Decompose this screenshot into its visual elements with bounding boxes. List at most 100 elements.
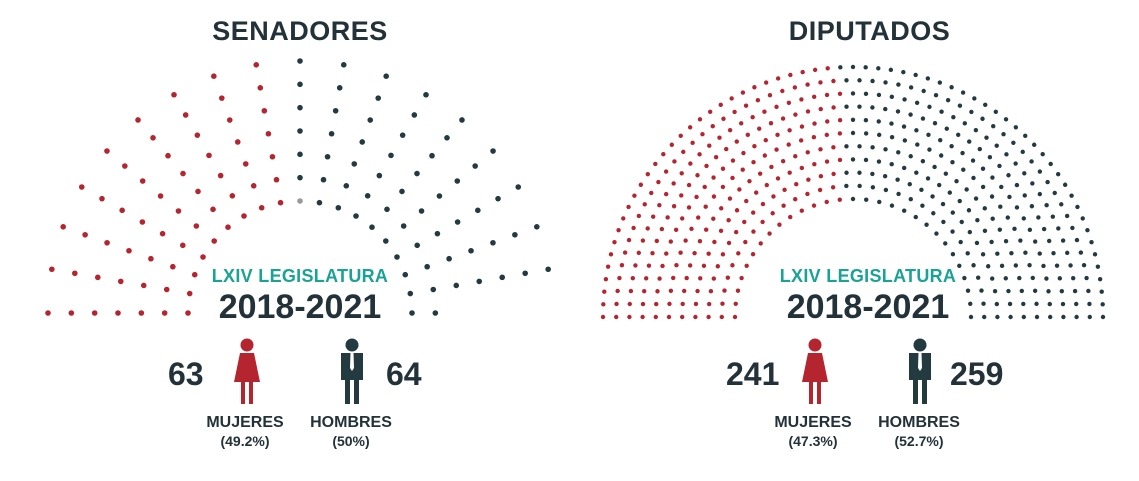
seat-dot-mujeres [750, 114, 755, 120]
seat-dot-hombres [888, 67, 894, 73]
seat-dot-mujeres [668, 239, 674, 244]
seat-dot-mujeres [719, 314, 724, 320]
seat-dot-hombres [838, 65, 843, 70]
seat-dot-hombres [411, 112, 418, 118]
seat-dot-mujeres [663, 169, 669, 174]
seat-dot-mujeres [711, 276, 716, 281]
seat-dot-hombres [914, 100, 920, 105]
seat-dot-mujeres [667, 301, 672, 307]
seat-dot-hombres [1047, 301, 1052, 307]
seat-dot-hombres [938, 137, 943, 143]
seat-dot-hombres [432, 310, 439, 316]
seat-dot-hombres [883, 106, 888, 112]
seat-dot-mujeres [273, 176, 280, 183]
seat-dot-mujeres [733, 229, 739, 235]
seat-dot-mujeres [614, 301, 619, 307]
seat-dot-mujeres [49, 266, 55, 273]
seat-dot-hombres [459, 117, 465, 123]
seat-dot-hombres [1092, 252, 1098, 257]
seat-dot-hombres [999, 184, 1004, 190]
seat-dot-hombres [1022, 193, 1027, 198]
seat-dot-hombres [343, 183, 350, 189]
seat-dot-hombres [1078, 250, 1084, 255]
seat-dot-mujeres [225, 224, 231, 230]
seat-dot-hombres [423, 91, 429, 98]
seat-dot-hombres [394, 254, 400, 260]
seat-dot-hombres [476, 278, 483, 285]
seat-dot-hombres [490, 239, 496, 246]
seat-dot-hombres [1095, 264, 1101, 269]
seat-dot-hombres [430, 286, 437, 293]
seat-dot-mujeres [831, 105, 836, 110]
period-label: 2018-2021 [786, 288, 950, 326]
seat-dot-mujeres [682, 288, 687, 294]
seat-dot-mujeres [775, 76, 781, 81]
seat-dot-hombres [914, 170, 919, 175]
seat-dot-mujeres [643, 276, 649, 281]
seat-dot-hombres [1014, 182, 1020, 188]
seat-dot-hombres [968, 314, 974, 320]
seat-dot-mujeres [657, 276, 662, 281]
seat-dot-mujeres [646, 263, 652, 268]
seat-dot-hombres [863, 65, 868, 70]
seat-dot-hombres [981, 301, 986, 306]
seat-dot-hombres [1027, 262, 1032, 268]
seat-dot-hombres [889, 203, 895, 208]
seat-dot-mujeres [627, 301, 632, 307]
seat-dot-hombres [850, 64, 856, 70]
seat-dot-mujeres [786, 142, 791, 147]
chart-title: DIPUTADOS [788, 16, 951, 46]
seat-dot-mujeres [775, 132, 780, 138]
seat-dot-hombres [940, 201, 946, 207]
seat-dot-hombres [1059, 288, 1065, 294]
seat-dot-hombres [844, 78, 849, 83]
senadores-panel: SENADORES LXIV LEGISLATURA 2018-2021 63 … [45, 16, 551, 449]
seat-dot-mujeres [680, 216, 685, 221]
women-label: MUJERES (49.2%) [206, 414, 284, 449]
seat-dot-mujeres [641, 288, 647, 294]
seat-dot-mujeres [627, 314, 632, 320]
seat-dot-mujeres [837, 118, 843, 123]
seat-dot-hombres [407, 290, 414, 297]
seat-dot-mujeres [686, 205, 692, 210]
seat-dot-mujeres [818, 147, 823, 152]
seat-dot-mujeres [148, 255, 154, 262]
seat-dot-mujeres [704, 163, 709, 169]
seat-dot-hombres [1032, 239, 1038, 244]
diputados-hemicycle [600, 64, 1106, 320]
seat-dot-mujeres [640, 314, 645, 320]
seat-dot-hombres [926, 132, 931, 138]
seat-dot-hombres [1080, 216, 1085, 221]
seat-dot-hombres [994, 143, 999, 148]
seat-dot-hombres [335, 204, 342, 211]
seat-dot-hombres [974, 240, 980, 246]
seat-dot-hombres [1056, 226, 1061, 231]
seat-dot-hombres [908, 154, 913, 159]
seat-dot-mujeres [707, 109, 713, 115]
seat-dot-hombres [1085, 227, 1090, 233]
seat-dot-mujeres [257, 85, 264, 91]
seat-dot-hombres [919, 187, 924, 193]
seat-dot-mujeres [747, 178, 752, 184]
seat-dot-hombres [1041, 263, 1046, 269]
men-count: 259 [950, 356, 1004, 392]
seat-dot-hombres [1018, 238, 1023, 243]
seat-dot-mujeres [698, 276, 703, 281]
seat-dot-hombres [1052, 190, 1057, 196]
seat-dot-mujeres [771, 194, 776, 199]
seat-dot-hombres [950, 252, 956, 257]
seat-dot-hombres [949, 85, 954, 90]
seat-dot-hombres [870, 145, 875, 150]
seat-dot-mujeres [739, 275, 744, 281]
seat-dot-hombres [989, 194, 995, 199]
seat-dot-mujeres [211, 238, 217, 244]
seat-dot-hombres [977, 146, 982, 152]
seat-dot-hombres [1007, 301, 1013, 307]
seat-dot-mujeres [645, 226, 650, 231]
seat-dot-hombres [1020, 149, 1025, 155]
seat-dot-mujeres [626, 204, 631, 210]
seat-dot-mujeres [600, 314, 606, 320]
seat-dot-hombres [1074, 237, 1080, 243]
seat-dot-mujeres [211, 73, 217, 79]
seat-dot-mujeres [631, 225, 636, 231]
